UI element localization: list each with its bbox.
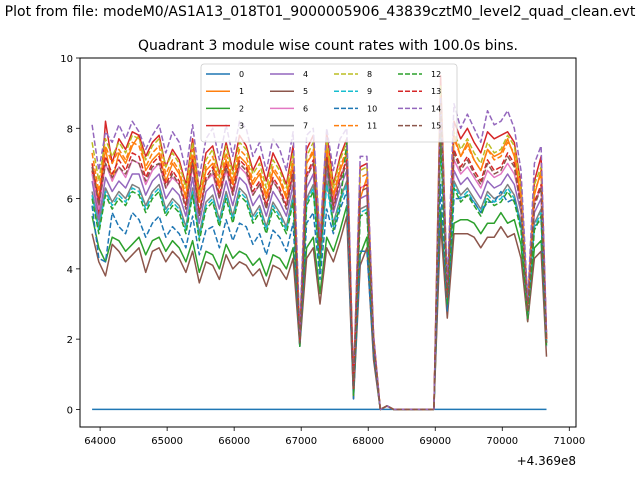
- plot-series: [91, 74, 548, 411]
- legend-label-2: 2: [239, 104, 244, 113]
- series-line-13: [91, 99, 548, 411]
- series-line-15: [91, 102, 548, 411]
- legend-box: [200, 63, 458, 143]
- series-line-2: [91, 204, 548, 411]
- x-tick-label: 66000: [218, 436, 250, 447]
- x-tick-label: 67000: [285, 436, 317, 447]
- axes-frame: [79, 57, 577, 428]
- chart-title: Quadrant 3 module wise count rates with …: [138, 38, 518, 54]
- y-tick-label: 4: [67, 265, 73, 276]
- legend-label-11: 11: [367, 122, 377, 131]
- legend-label-1: 1: [239, 87, 244, 96]
- series-line-14: [91, 95, 548, 411]
- x-tick-label: 64000: [84, 436, 116, 447]
- y-tick-label: 2: [67, 335, 73, 346]
- series-line-12: [91, 141, 548, 411]
- x-tick-label: 69000: [419, 436, 451, 447]
- y-tick-label: 8: [67, 124, 73, 135]
- legend-label-15: 15: [431, 122, 441, 131]
- y-tick-label: 10: [60, 54, 73, 65]
- figure-suptitle: Plot from file: modeM0/AS1A13_018T01_900…: [5, 4, 636, 20]
- legend-label-5: 5: [303, 87, 308, 96]
- x-tick-label: 70000: [486, 436, 518, 447]
- legend-label-3: 3: [239, 122, 244, 131]
- legend-label-9: 9: [367, 87, 372, 96]
- legend-label-7: 7: [303, 122, 308, 131]
- axis-ticks: 64000 65000 66000 67000 68000 69000 70000 71000…: [60, 54, 585, 447]
- y-tick-label: 6: [67, 195, 73, 206]
- series-line-10: [91, 183, 548, 411]
- legend-label-13: 13: [431, 87, 441, 96]
- legend-label-4: 4: [303, 70, 308, 79]
- legend-label-6: 6: [303, 104, 308, 113]
- legend-label-12: 12: [431, 70, 441, 79]
- x-tick-label: 68000: [352, 436, 384, 447]
- series-line-5: [91, 215, 548, 411]
- y-tick-label: 0: [67, 405, 73, 416]
- x-tick-label: 71000: [553, 436, 585, 447]
- legend-label-10: 10: [367, 104, 377, 113]
- legend-label-0: 0: [239, 70, 244, 79]
- x-offset-label: +4.369e8: [517, 454, 576, 468]
- legend-label-14: 14: [431, 104, 441, 113]
- x-tick-label: 65000: [151, 436, 183, 447]
- legend-label-8: 8: [367, 70, 372, 79]
